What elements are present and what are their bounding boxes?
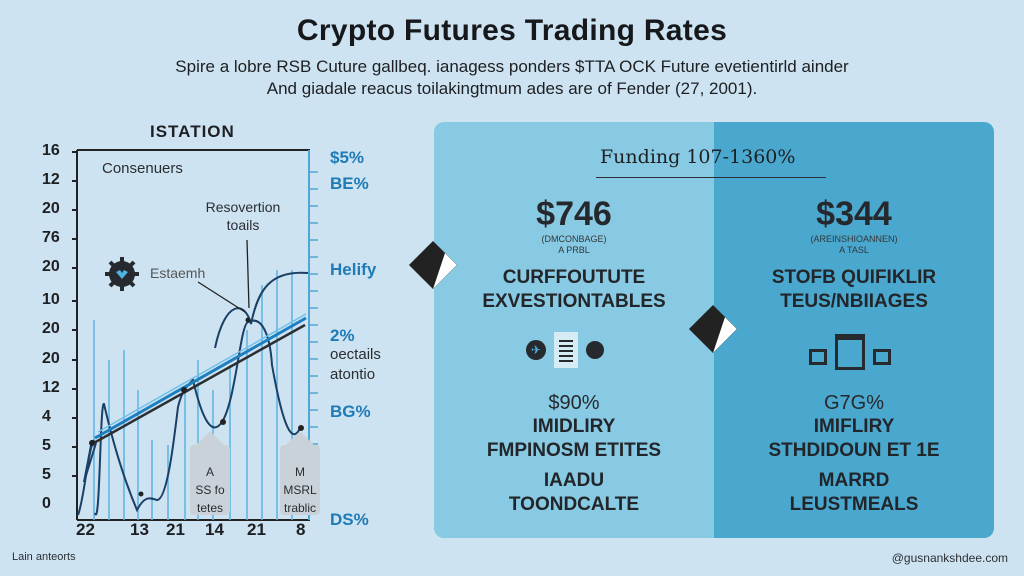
- left-sub-2: A PRBL: [558, 245, 590, 255]
- left-stat: $746 (DMCONBAGE) A PRBL CURFFOUTUTE EXVE…: [444, 195, 704, 314]
- right-label: oectails: [330, 346, 381, 363]
- left-sub-1: (DMCONBAGE): [541, 234, 607, 244]
- x-tick: 8: [296, 520, 306, 539]
- x-tick: 13: [130, 520, 149, 539]
- box-icon: [809, 349, 827, 365]
- gear-icon: [105, 257, 139, 291]
- right-caption-1: STOFB QUIFIKLIR: [771, 267, 937, 288]
- y-tick: 76: [42, 229, 60, 246]
- y-tick: 20: [42, 350, 60, 367]
- tag-line: SS fo: [195, 483, 225, 497]
- subtitle-line-1: Spire a lobre RSB Cuture gallbeq. ianage…: [175, 57, 849, 76]
- right-label: BG%: [330, 402, 371, 421]
- right-stat: $344 (AREINSHIOANNEN) A TASL STOFB QUIFI…: [724, 195, 984, 314]
- right-pct: G7G%: [823, 392, 885, 414]
- right-line-1: IMIFLIRY: [813, 416, 895, 437]
- right-line-4: LEUSTMEALS: [789, 494, 919, 515]
- document-icon: [554, 332, 578, 368]
- chart-plot-area: [72, 149, 318, 521]
- chart-title: ISTATION: [150, 122, 235, 141]
- callout-tag: A SS fo tetes: [190, 431, 230, 515]
- right-line-3: MARRD: [818, 470, 890, 491]
- annotation-top: Resovertion toails: [198, 198, 288, 234]
- y-tick: 12: [42, 379, 60, 396]
- window-icon: [835, 334, 865, 370]
- y-tick: 16: [42, 142, 60, 159]
- panel-right: [714, 122, 994, 538]
- footer-left: Lain anteorts: [12, 551, 76, 563]
- funding-divider: [596, 177, 826, 178]
- panel-left: [434, 122, 714, 538]
- tag-line: MSRL: [283, 483, 317, 497]
- y-tick: 4: [42, 408, 51, 425]
- y-tick: 5: [42, 466, 51, 483]
- left-line-2: FMPINOSM ETITES: [486, 440, 662, 461]
- line-chart: ISTATION 16 12 20 76 20 10 20 20 12 4 5 …: [0, 110, 410, 540]
- y-tick: 20: [42, 258, 60, 275]
- right-icon-group: [800, 332, 900, 372]
- right-label: $5%: [330, 148, 365, 167]
- annotation-icon-label: Estaemh: [150, 265, 206, 281]
- x-tick: 21: [166, 520, 185, 539]
- right-label: 2%: [330, 326, 355, 345]
- money-bag-icon: [586, 341, 604, 359]
- right-label: BE%: [330, 174, 369, 193]
- right-label: Helify: [330, 260, 377, 279]
- y-tick: 20: [42, 200, 60, 217]
- y-tick: 0: [42, 495, 51, 512]
- right-sub-1: (AREINSHIOANNEN): [810, 234, 898, 244]
- left-line-1: IMIDLIRY: [532, 416, 616, 437]
- left-caption-2: EXVESTIONTABLES: [482, 291, 666, 312]
- funding-label: Funding 107-1360%: [600, 146, 796, 168]
- left-stat-lower: $90% IMIDLIRY FMPINOSM ETITES IAADU TOON…: [444, 392, 704, 517]
- box-icon: [873, 349, 891, 365]
- x-tick: 22: [76, 520, 95, 539]
- left-caption-1: CURFFOUTUTE: [502, 267, 646, 288]
- subtitle: Spire a lobre RSB Cuture gallbeq. ianage…: [0, 56, 1024, 100]
- series-label: Consenuers: [102, 160, 183, 177]
- y-tick: 10: [42, 291, 60, 308]
- callout-tag: M MSRL trablic: [280, 431, 320, 515]
- right-line-2: STHDIDOUN ET 1E: [768, 440, 940, 461]
- tag-line: trablic: [283, 501, 316, 515]
- left-line-3: IAADU: [543, 470, 605, 491]
- plane-icon: ✈: [526, 340, 546, 360]
- tag-line: M: [295, 465, 305, 479]
- page-title: Crypto Futures Trading Rates: [296, 14, 728, 47]
- annotation-line: toails: [226, 217, 260, 233]
- footer-credit: @gusnankshdee.com: [891, 551, 1008, 565]
- left-value: $746: [536, 195, 612, 233]
- right-value: $344: [816, 195, 892, 233]
- right-sub-2: A TASL: [839, 245, 869, 255]
- x-tick: 14: [205, 520, 224, 539]
- left-pct: $90%: [548, 392, 600, 414]
- y-tick: 12: [42, 171, 60, 188]
- y-tick: 20: [42, 320, 60, 337]
- x-tick: 21: [247, 520, 266, 539]
- right-stat-lower: G7G% IMIFLIRY STHDIDOUN ET 1E MARRD LEUS…: [724, 392, 984, 517]
- tag-line: tetes: [196, 501, 223, 515]
- left-line-4: TOONDCALTE: [508, 494, 640, 515]
- y-tick: 5: [42, 437, 51, 454]
- subtitle-line-2: And giadale reacus toilakingtmum ades ar…: [266, 79, 758, 98]
- tag-line: A: [205, 465, 214, 479]
- annotation-line: Resovertion: [205, 199, 281, 215]
- right-label: DS%: [330, 510, 369, 529]
- right-caption-2: TEUS/NBIIAGES: [780, 291, 928, 312]
- left-icon-group: ✈: [510, 330, 620, 370]
- right-label: atontio: [330, 366, 376, 383]
